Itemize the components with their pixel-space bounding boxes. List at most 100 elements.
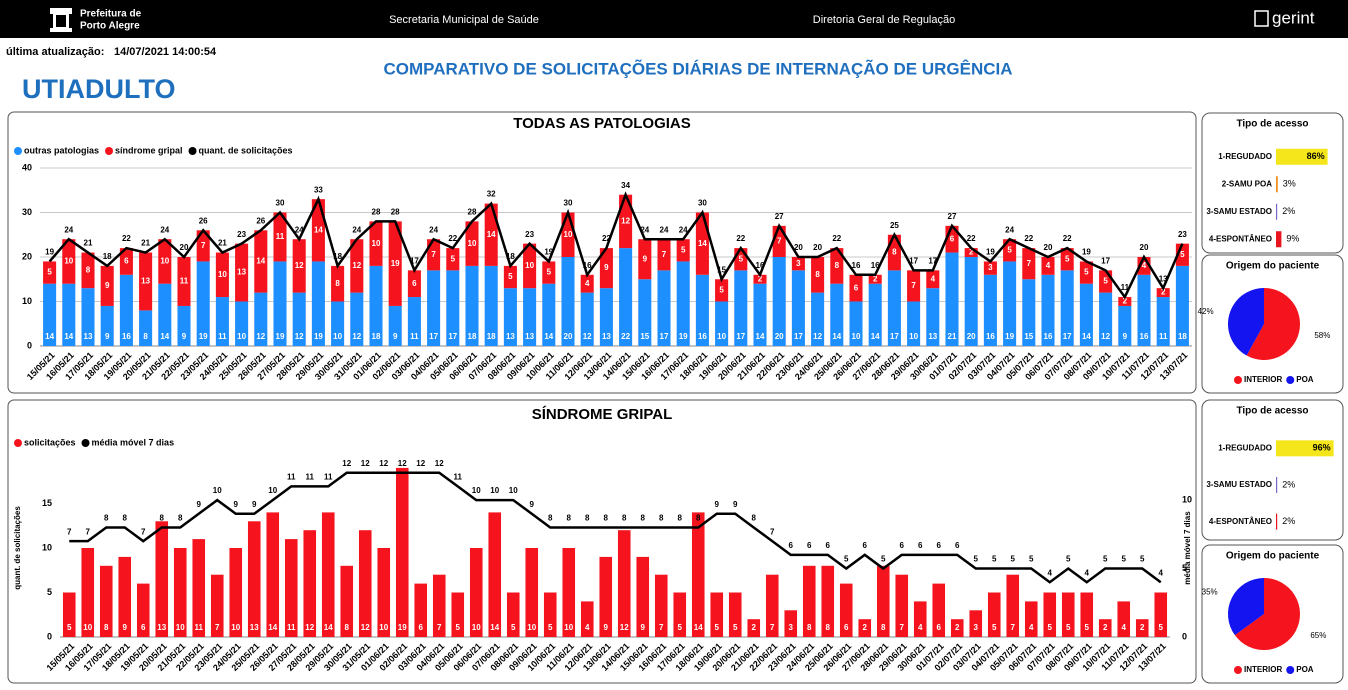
bar-value-label: 13 (157, 623, 166, 632)
bar (858, 619, 872, 637)
y-tick-label: 10 (22, 296, 32, 306)
bar-value-label: 5 (719, 285, 724, 294)
bar-value-label: 10 (909, 332, 918, 341)
pie-slice (1227, 578, 1264, 636)
bar (1154, 592, 1168, 637)
bar (638, 239, 652, 280)
bar-value-label: 5 (511, 623, 516, 632)
bar (1099, 292, 1113, 346)
bar-value-label: 4 (585, 279, 590, 288)
bar-value-label: 5 (1007, 245, 1012, 254)
bar-value-label: 6 (950, 234, 955, 243)
bar (1022, 279, 1036, 346)
bar-value-label: 86% (1307, 151, 1325, 161)
line-value-label: 4 (1085, 568, 1090, 577)
bar-value-label: 5 (547, 268, 552, 277)
bar-value-label: 10 (176, 623, 185, 632)
line-value-label: 18 (506, 252, 515, 261)
bar-value-label: 9 (604, 263, 609, 272)
line-value-label: 9 (715, 500, 720, 509)
bar-value-label: 9 (105, 332, 110, 341)
pie-label: 35% (1202, 587, 1218, 596)
bar-value-label: 19 (1005, 332, 1014, 341)
bar (523, 288, 537, 346)
bar-value-label: 3% (1283, 179, 1296, 189)
panel-title: Origem do paciente (1226, 551, 1320, 562)
line-value-label: 5 (1029, 555, 1034, 564)
legend-marker (188, 147, 197, 155)
bar (1003, 261, 1017, 346)
bar (177, 305, 191, 346)
bar-value-label: 10 (564, 623, 573, 632)
bar-value-label: 7 (770, 623, 775, 632)
line-value-label: 20 (1140, 243, 1149, 252)
bar (811, 257, 825, 293)
line-value-label: 23 (237, 230, 246, 239)
line-value-label: 6 (955, 541, 960, 550)
bar-value-label: 12 (352, 332, 361, 341)
bar (1175, 265, 1189, 346)
bar-value-label: 5 (1066, 623, 1071, 632)
line-value-label: 32 (487, 190, 496, 199)
bar (926, 270, 940, 289)
bar-value-label: 5 (1084, 268, 1089, 277)
line-value-label: 24 (295, 225, 304, 234)
bar (868, 283, 882, 346)
bar-value-label: 10 (231, 623, 240, 632)
bar (580, 601, 594, 637)
bar-value-label: 6 (844, 623, 849, 632)
line-value-label: 12 (435, 459, 444, 468)
line-value-label: 22 (602, 234, 611, 243)
bar-value-label: 11 (410, 332, 419, 341)
bar-value-label: 17 (448, 332, 457, 341)
bar (407, 270, 421, 298)
bar-value-label: 8 (104, 623, 109, 632)
panel-title: Tipo de acesso (1236, 119, 1308, 130)
bar-value-label: 11 (276, 232, 285, 241)
line-value-label: 17 (909, 256, 918, 265)
bar (964, 257, 978, 346)
line-value-label: 8 (752, 514, 757, 523)
bar-value-label: 5 (451, 254, 456, 263)
bar-value-label: 3 (789, 623, 794, 632)
bar-value-label: 5 (739, 254, 744, 263)
bar (1079, 283, 1093, 346)
bar (503, 288, 517, 346)
panel (7, 399, 1197, 684)
line-value-label: 20 (1044, 243, 1053, 252)
line-value-label: 21 (141, 239, 150, 248)
bar (81, 252, 95, 289)
brand-icon (1254, 10, 1269, 27)
bar (1080, 592, 1094, 637)
bar-value-label: 11 (1159, 332, 1168, 341)
line-value-label: 13 (1159, 274, 1168, 283)
bar-value-label: 5 (1085, 623, 1090, 632)
bar-value-label: 7 (662, 250, 667, 259)
bar-value-label: 5 (1065, 254, 1070, 263)
line-value-label: 6 (789, 541, 794, 550)
line-value-label: 18 (103, 252, 112, 261)
bar (292, 292, 306, 346)
line-value-label: 22 (448, 234, 457, 243)
bar-value-label: 13 (928, 332, 937, 341)
bar (830, 283, 844, 346)
bar-value-label: 17 (736, 332, 745, 341)
bar (427, 239, 441, 271)
line-value-label: 10 (213, 486, 222, 495)
line-value-label: 7 (141, 527, 146, 536)
bar-value-label: 2 (752, 623, 757, 632)
bar (192, 539, 206, 637)
bar-value-label: 5 (47, 268, 52, 277)
bar-value-label: 17 (1063, 332, 1072, 341)
bar (907, 301, 921, 346)
line-value-label: 28 (372, 208, 381, 217)
bar-value-label: 18 (1178, 332, 1187, 341)
bar-value-label: 10 (83, 623, 92, 632)
bar-value-label: 20 (967, 332, 976, 341)
bar-value-label: 10 (472, 623, 481, 632)
bar-value-label: 13 (525, 332, 534, 341)
bar (599, 556, 613, 637)
bar-value-label: 9 (182, 332, 187, 341)
bar (868, 274, 882, 284)
bar-value-label: 5 (678, 623, 683, 632)
